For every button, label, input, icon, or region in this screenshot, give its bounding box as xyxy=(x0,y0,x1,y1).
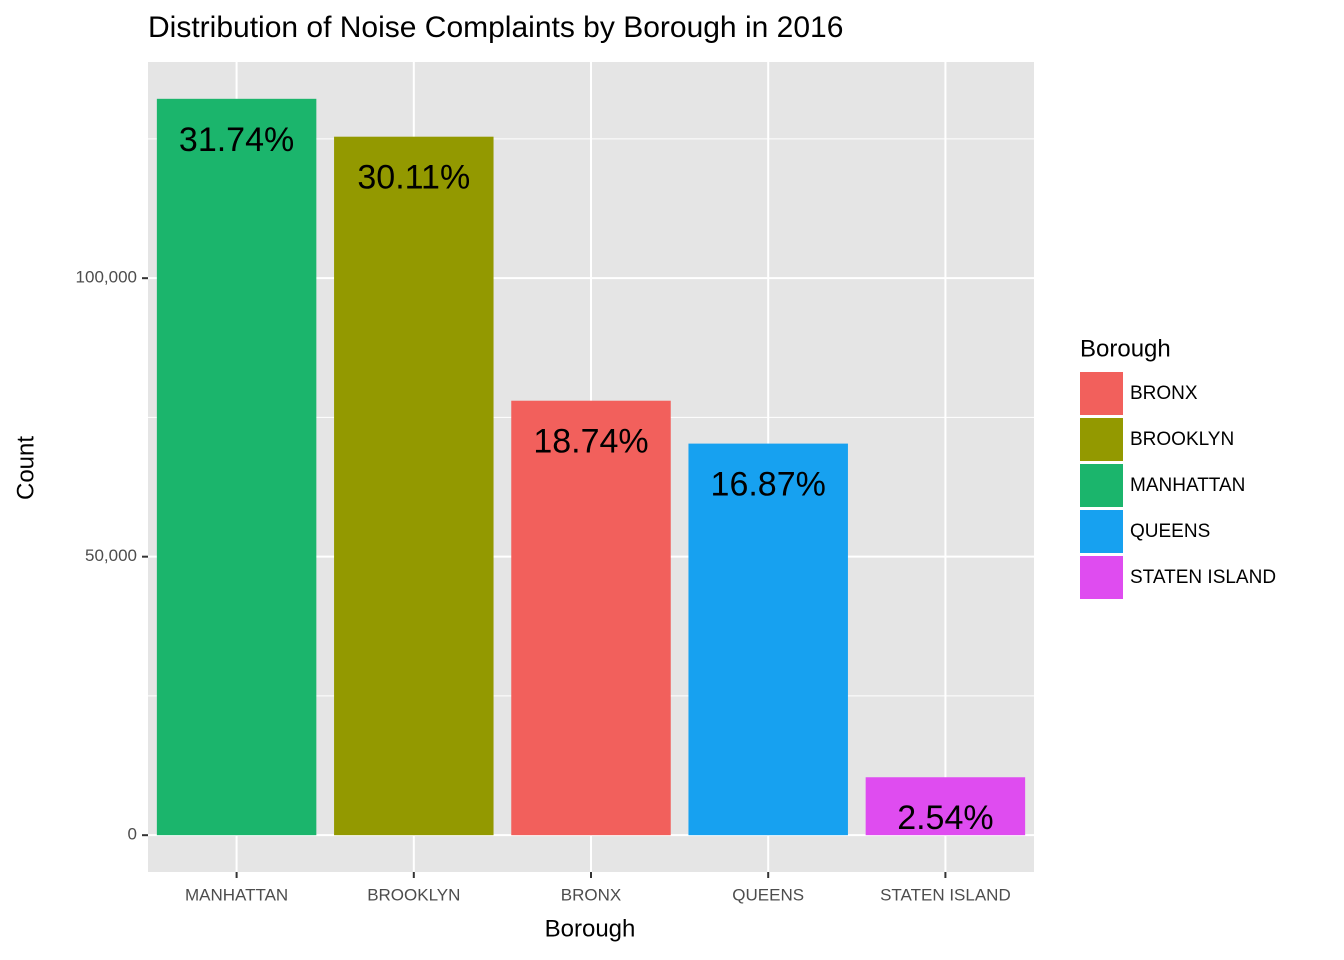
legend-label: MANHATTAN xyxy=(1130,475,1245,496)
bar-label: 2.54% xyxy=(897,799,993,837)
bar xyxy=(688,443,848,836)
bar-label: 31.74% xyxy=(179,121,294,159)
bar xyxy=(334,136,494,836)
chart-title: Distribution of Noise Complaints by Boro… xyxy=(148,11,843,44)
legend-key xyxy=(1080,556,1123,599)
bar-label: 18.74% xyxy=(533,423,648,461)
y-tick-label: 100,000 xyxy=(76,268,137,287)
legend-key xyxy=(1080,464,1123,507)
legend-label: BROOKLYN xyxy=(1130,429,1234,450)
y-axis-title: Count xyxy=(12,436,39,500)
x-axis-title: Borough xyxy=(545,915,636,942)
legend-label: STATEN ISLAND xyxy=(1130,567,1276,588)
bar xyxy=(865,777,1026,836)
bar-label: 30.11% xyxy=(357,159,470,197)
legend-key xyxy=(1080,372,1123,415)
y-tick-label: 0 xyxy=(128,825,137,844)
legend-title: Borough xyxy=(1080,335,1171,362)
x-tick-label: BRONX xyxy=(561,885,621,904)
x-tick-label: BROOKLYN xyxy=(367,885,460,904)
x-tick-label: QUEENS xyxy=(732,885,804,904)
y-tick-label: 50,000 xyxy=(85,546,137,565)
legend-key xyxy=(1080,510,1123,553)
bar xyxy=(511,400,671,836)
legend-label: BRONX xyxy=(1130,383,1198,404)
legend-key xyxy=(1080,418,1123,461)
legend-label: QUEENS xyxy=(1130,521,1210,542)
x-tick-label: STATEN ISLAND xyxy=(880,885,1011,904)
bar xyxy=(156,98,317,836)
x-tick-label: MANHATTAN xyxy=(185,885,288,904)
bar-label: 16.87% xyxy=(711,466,826,504)
